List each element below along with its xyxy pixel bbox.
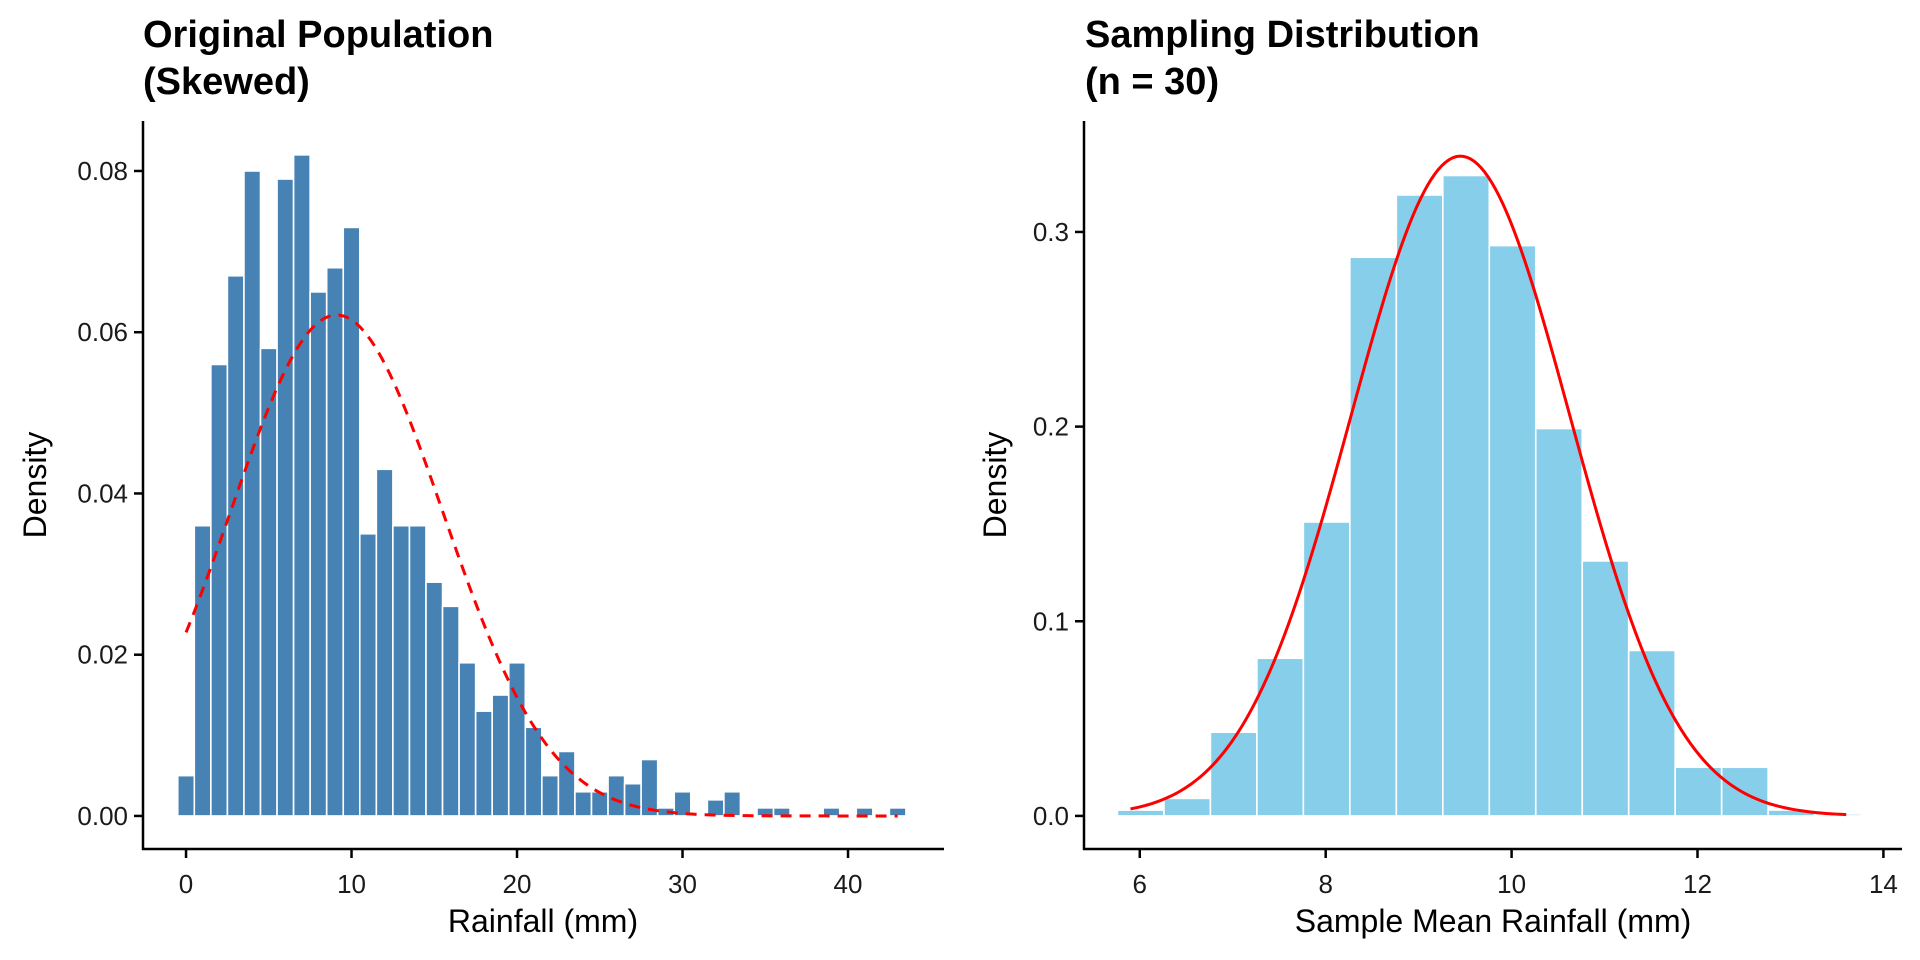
x-tick-label: 14 xyxy=(1869,869,1898,899)
x-tick-label: 10 xyxy=(337,869,366,899)
histogram-bar xyxy=(1581,560,1630,817)
histogram-bar xyxy=(243,170,262,817)
histogram-bar xyxy=(1488,244,1537,817)
histogram-bar xyxy=(607,774,626,817)
histogram-bar xyxy=(193,524,212,817)
histogram-bar xyxy=(358,532,378,817)
histogram-bar xyxy=(623,782,642,817)
histogram-bar xyxy=(309,291,328,817)
x-axis-title: Rainfall (mm) xyxy=(448,903,638,939)
histogram-bars xyxy=(176,154,907,817)
histogram-bar xyxy=(822,807,841,817)
histogram-bar xyxy=(888,807,907,817)
histogram-bar xyxy=(342,226,361,817)
histogram-bar xyxy=(541,774,560,817)
histogram-bar xyxy=(723,790,742,817)
histogram-bar xyxy=(557,750,576,817)
chart-title-line-2: (n = 30) xyxy=(1085,61,1219,103)
y-tick-label: 0.2 xyxy=(1033,412,1069,442)
histogram-bar xyxy=(1534,427,1584,817)
histogram-bar xyxy=(1627,649,1676,817)
histogram-bar xyxy=(1442,174,1491,817)
histogram-bar xyxy=(1163,797,1212,817)
histogram-bar xyxy=(392,524,411,817)
x-axis-title: Sample Mean Rainfall (mm) xyxy=(1295,903,1692,939)
histogram-bar xyxy=(210,363,229,817)
x-tick-label: 12 xyxy=(1683,869,1712,899)
histogram-bar xyxy=(640,758,659,817)
histogram-bar xyxy=(441,605,460,817)
histogram-bar xyxy=(491,694,510,817)
y-tick-label: 0.04 xyxy=(77,478,128,508)
normal-curve-dashed xyxy=(184,313,898,818)
x-ticks: 6 8 10 12 14 xyxy=(1133,849,1898,899)
x-tick-label: 8 xyxy=(1318,869,1332,899)
histogram-bar xyxy=(673,790,692,817)
y-axis-title: Density xyxy=(17,432,53,539)
histogram-bar xyxy=(1720,766,1769,817)
histogram-bar xyxy=(259,347,278,817)
histogram-bar xyxy=(574,790,593,817)
y-ticks: 0.0 0.1 0.2 0.3 xyxy=(1033,217,1084,831)
x-tick-label: 40 xyxy=(834,869,863,899)
chart-title-line-1: Sampling Distribution xyxy=(1085,14,1480,56)
x-tick-label: 0 xyxy=(179,869,193,899)
histogram-bar xyxy=(176,774,196,817)
histogram-bar xyxy=(474,710,493,817)
histogram-bar xyxy=(524,726,543,817)
panel-original-population: Original Population (Skewed) 0.000.020.0… xyxy=(17,14,944,939)
y-tick-label: 0.0 xyxy=(1033,801,1069,831)
x-tick-label: 6 xyxy=(1133,869,1147,899)
x-tick-label: 20 xyxy=(503,869,532,899)
chart-title-line-2: (Skewed) xyxy=(143,61,310,103)
chart-title-line-1: Original Population xyxy=(143,14,493,56)
y-tick-label: 0.02 xyxy=(77,640,128,670)
histogram-bar xyxy=(408,524,427,817)
y-axis-title: Density xyxy=(977,432,1013,539)
y-ticks: 0.00 0.02 0.04 0.06 0.08 xyxy=(77,156,143,831)
y-tick-label: 0.06 xyxy=(77,317,128,347)
histogram-bar xyxy=(1349,256,1398,817)
panel-sampling-distribution: Sampling Distribution (n = 30) 0.0 0.1 0.2… xyxy=(977,14,1902,939)
y-tick-label: 0.08 xyxy=(77,156,128,186)
normal-curve-solid xyxy=(1130,154,1847,817)
x-ticks: 0 10 20 30 40 xyxy=(179,849,863,899)
histogram-bar xyxy=(1674,766,1723,817)
histogram-bar xyxy=(292,154,311,817)
histogram-bar xyxy=(458,661,477,817)
histogram-bar xyxy=(276,178,295,817)
histogram-bar xyxy=(375,468,394,817)
histogram-bar xyxy=(590,790,609,817)
histogram-bar xyxy=(226,274,245,817)
x-tick-label: 30 xyxy=(668,869,697,899)
histogram-bar xyxy=(425,581,444,817)
histogram-bars xyxy=(1116,174,1862,817)
y-tick-label: 0.00 xyxy=(77,801,128,831)
histogram-bar xyxy=(325,266,345,817)
y-tick-label: 0.3 xyxy=(1033,217,1069,247)
histogram-bar xyxy=(1209,731,1258,817)
histogram-bar xyxy=(1395,194,1444,817)
x-tick-label: 10 xyxy=(1497,869,1526,899)
y-tick-label: 0.1 xyxy=(1033,606,1069,636)
histogram-bar xyxy=(1302,521,1351,817)
histogram-bar xyxy=(507,661,527,817)
histogram-bar xyxy=(1116,809,1165,817)
